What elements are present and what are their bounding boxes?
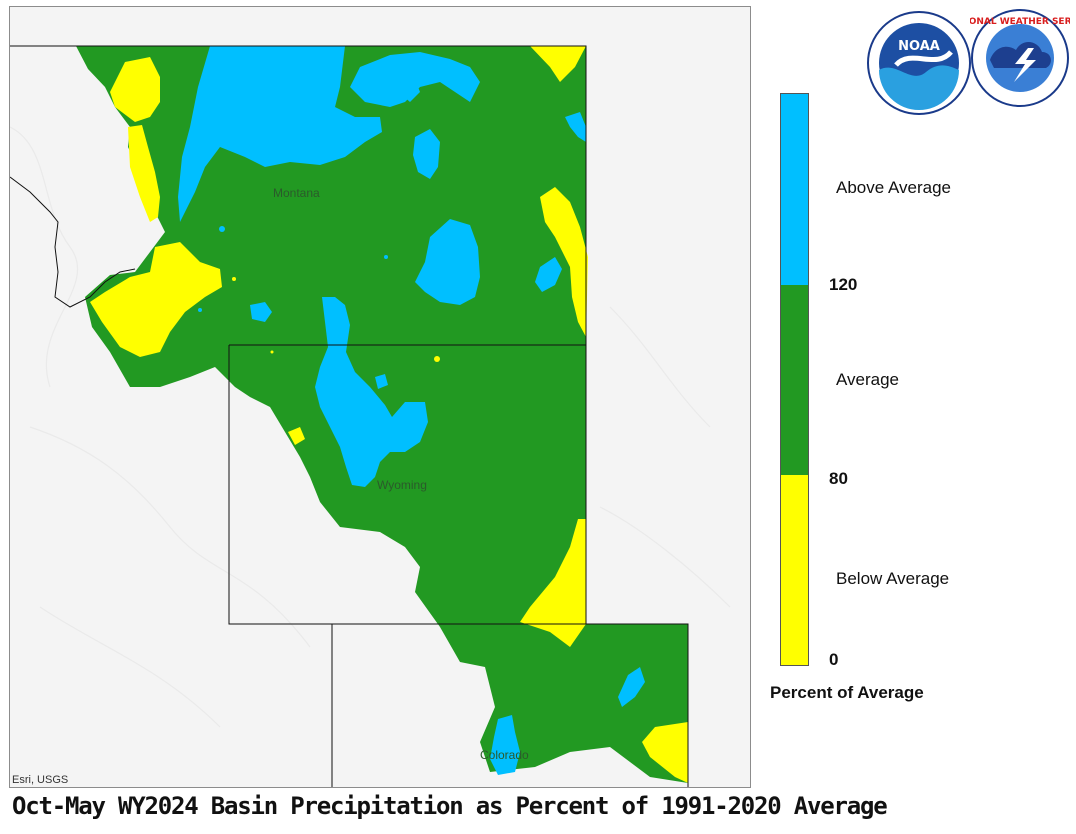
legend-break-upper: 120 [829,275,858,294]
basin-map [10,45,731,787]
map-panel: Montana Wyoming Colorado Esri, USGS [9,6,751,788]
legend-label-average: Average [836,370,900,389]
noaa-logo-text: NOAA [898,39,940,54]
noaa-logo: NOAA [867,11,971,115]
map-title: Oct-May WY2024 Basin Precipitation as Pe… [12,792,888,820]
legend-swatch-average [781,285,808,475]
legend-color-bar [780,93,809,666]
legend-break-min: 0 [829,650,839,669]
colorado-label: Colorado [480,748,529,762]
wyoming-label: Wyoming [377,478,427,492]
legend-label-below: Below Average [836,569,950,588]
legend-label-above: Above Average [836,178,951,197]
map-credit: Esri, USGS [12,774,69,786]
legend-swatch-above [781,94,808,285]
legend-title: Percent of Average [770,683,924,702]
above-average-specks [198,226,388,312]
below-average-specks [232,277,440,362]
legend-break-lower: 80 [829,469,848,488]
below-average-region [90,46,688,783]
state-boundaries [10,45,689,787]
nws-logo: NATIONAL WEATHER SERVICE [970,9,1070,107]
svg-text:NATIONAL WEATHER SERVICE: NATIONAL WEATHER SERVICE [970,17,1070,27]
legend-swatch-below [781,475,808,665]
montana-label: Montana [273,186,320,200]
